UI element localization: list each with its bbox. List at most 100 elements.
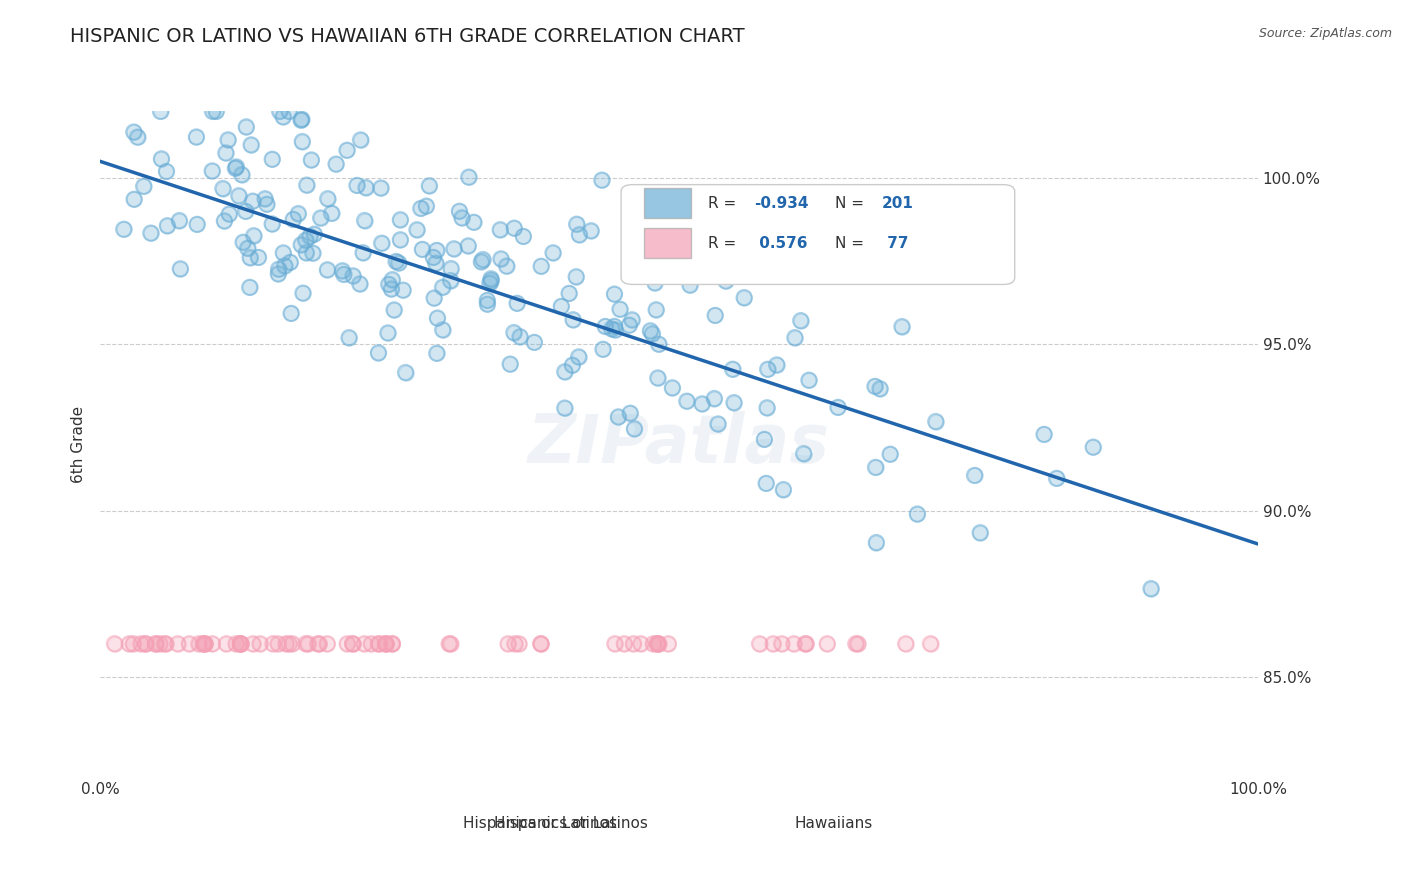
Point xyxy=(262,153,284,167)
Point xyxy=(155,164,177,178)
Point xyxy=(647,637,669,651)
Point xyxy=(963,468,986,483)
Point xyxy=(783,331,806,345)
Point xyxy=(212,181,235,195)
Point xyxy=(879,447,901,461)
Point xyxy=(865,535,887,549)
Point xyxy=(425,256,447,270)
Point xyxy=(613,637,636,651)
Point xyxy=(262,637,284,651)
Point xyxy=(103,637,125,651)
Point xyxy=(756,401,779,415)
Point xyxy=(418,178,440,193)
Point xyxy=(1033,427,1056,442)
Point xyxy=(503,637,526,651)
Point xyxy=(478,277,501,291)
Point xyxy=(336,143,359,157)
Point xyxy=(349,277,371,291)
Point xyxy=(661,381,683,395)
Text: Source: ZipAtlas.com: Source: ZipAtlas.com xyxy=(1258,27,1392,40)
Point xyxy=(247,251,270,265)
Point xyxy=(793,447,815,461)
Point xyxy=(426,311,449,326)
Point xyxy=(353,213,375,227)
Point xyxy=(267,262,290,277)
Point xyxy=(415,199,437,213)
Point xyxy=(894,637,917,651)
Point xyxy=(592,343,614,357)
Point xyxy=(530,637,553,651)
Point xyxy=(620,313,643,327)
Point xyxy=(149,104,172,119)
Point xyxy=(562,312,585,326)
Point xyxy=(755,476,778,491)
Point xyxy=(381,637,404,651)
Point xyxy=(627,211,650,226)
Point xyxy=(385,254,408,268)
Point xyxy=(385,254,408,268)
Point xyxy=(506,296,529,310)
Point xyxy=(565,269,588,284)
Point xyxy=(905,507,928,521)
Point xyxy=(201,104,224,119)
Point xyxy=(179,637,201,651)
Point xyxy=(301,246,323,260)
Point xyxy=(439,637,461,651)
Point xyxy=(554,401,576,415)
Point xyxy=(647,637,669,651)
Point xyxy=(155,164,177,178)
Text: ZIPatlas: ZIPatlas xyxy=(529,411,830,477)
Point xyxy=(503,221,526,235)
Point xyxy=(422,251,444,265)
Point xyxy=(367,346,389,360)
Point xyxy=(354,180,377,194)
Point xyxy=(298,229,321,244)
Point xyxy=(287,206,309,220)
Point xyxy=(530,637,553,651)
Point xyxy=(360,637,382,651)
Point xyxy=(387,256,409,270)
Point xyxy=(225,637,247,651)
Point xyxy=(287,206,309,220)
Point xyxy=(489,252,512,266)
Point xyxy=(703,392,725,406)
Point xyxy=(657,637,679,651)
Point xyxy=(409,202,432,216)
Point xyxy=(846,637,869,651)
Point xyxy=(630,637,652,651)
Point xyxy=(554,401,576,415)
Point xyxy=(229,637,252,651)
Point xyxy=(619,406,641,420)
Point xyxy=(169,213,191,227)
Point xyxy=(294,233,316,247)
Point xyxy=(865,460,887,475)
Point xyxy=(332,268,354,282)
Point xyxy=(647,637,669,651)
Point xyxy=(370,181,392,195)
Point xyxy=(471,252,494,267)
Point xyxy=(1140,582,1163,596)
Point xyxy=(411,243,433,257)
Point xyxy=(201,164,224,178)
Point xyxy=(342,637,364,651)
Point xyxy=(193,637,215,651)
Point xyxy=(827,401,849,415)
Text: Hispanics or Latinos: Hispanics or Latinos xyxy=(494,816,648,830)
Point xyxy=(389,233,412,247)
Point xyxy=(869,382,891,396)
Point xyxy=(242,637,264,651)
Point xyxy=(229,637,252,651)
Point xyxy=(432,280,454,294)
Point xyxy=(579,224,602,238)
Point xyxy=(129,637,152,651)
Point xyxy=(122,637,145,651)
Point xyxy=(370,236,392,251)
Point xyxy=(609,302,631,317)
Point xyxy=(541,245,564,260)
Point xyxy=(762,637,785,651)
Point xyxy=(925,415,948,429)
Point xyxy=(166,637,188,651)
Point xyxy=(271,245,294,260)
Point xyxy=(249,637,271,651)
Point xyxy=(579,224,602,238)
